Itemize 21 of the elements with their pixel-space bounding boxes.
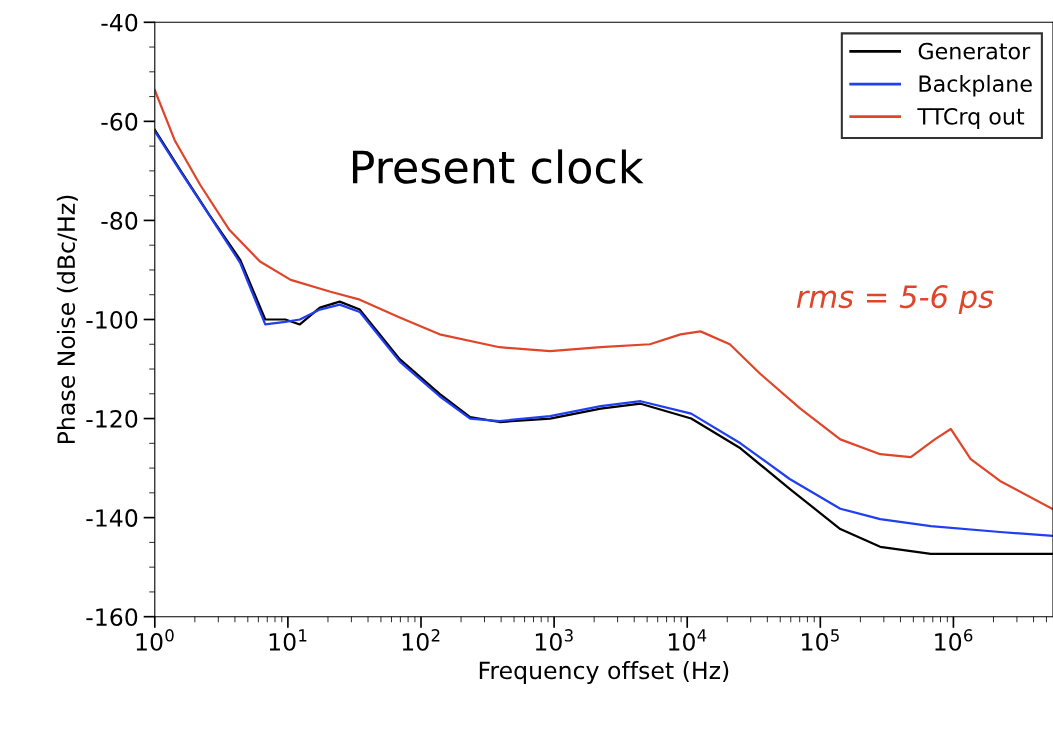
x-tick-label: 10$^{5}$	[802, 629, 839, 651]
x-tick-label: 10$^{0}$	[136, 629, 174, 651]
y-tick-label: -100	[86, 310, 138, 329]
y-axis-title: Phase Noise (dBc/Hz)	[56, 195, 78, 444]
y-tick-label: -140	[86, 509, 138, 527]
legend-label: Generator	[918, 42, 1031, 60]
x-tick-label: 10$^{6}$	[935, 629, 973, 651]
x-axis-title: Frequency offset (Hz)	[479, 661, 729, 684]
x-tick-label: 10$^{2}$	[402, 629, 440, 651]
y-tick-label: -120	[86, 410, 138, 428]
legend-label: TTCrq out	[917, 107, 1025, 130]
x-tick-label: 10$^{3}$	[535, 629, 573, 651]
y-tick-label: -160	[86, 608, 138, 626]
y-tick-label: -40	[101, 13, 138, 32]
y-tick-label: -80	[101, 211, 138, 230]
y-tick-label: -60	[101, 112, 138, 131]
legend-label: Backplane	[919, 74, 1032, 97]
annotation: Present clock	[352, 149, 644, 184]
x-tick-label: 10$^{4}$	[669, 629, 707, 651]
x-tick-label: 10$^{1}$	[269, 629, 307, 651]
annotation: rms = 5-6 ps	[796, 285, 994, 315]
